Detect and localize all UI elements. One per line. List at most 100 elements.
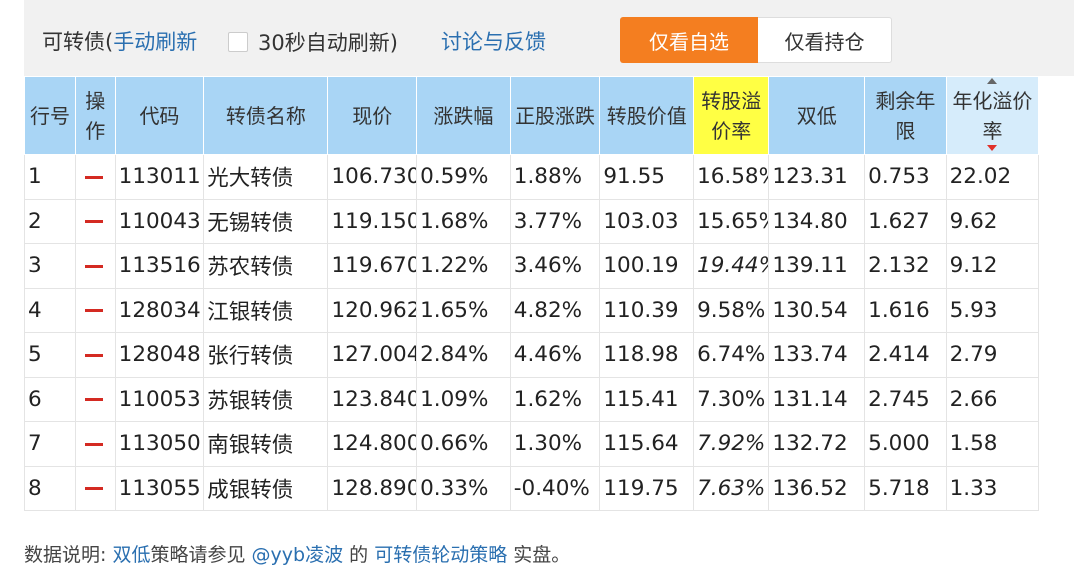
double-low: 131.14: [768, 376, 866, 422]
remove-button[interactable]: [74, 332, 116, 378]
remaining-years: 5.000: [864, 421, 947, 467]
remove-button[interactable]: [74, 376, 116, 422]
double-low: 123.31: [768, 154, 866, 200]
annualized-premium: 22.02: [945, 154, 1040, 200]
header-filler: [1039, 77, 1074, 155]
minus-icon: [84, 220, 103, 224]
bond-name[interactable]: 江银转债: [203, 287, 329, 333]
row-filler: [1039, 155, 1074, 200]
double-low: 136.52: [768, 465, 866, 511]
bond-name[interactable]: 张行转债: [203, 332, 329, 378]
header-cell[interactable]: 涨跌幅: [416, 76, 511, 155]
header-cell-highlighted[interactable]: 转股溢价率: [693, 76, 770, 155]
remove-button[interactable]: [74, 421, 116, 467]
row-number: 5: [24, 332, 76, 378]
bond-name[interactable]: 苏银转债: [203, 376, 329, 422]
row-filler: [1039, 199, 1074, 244]
table-row[interactable]: 2 110043无锡转债119.1501.68%3.77%103.0315.65%…: [24, 198, 1074, 244]
remaining-years: 5.718: [864, 465, 947, 511]
conversion-value: 118.98: [599, 332, 695, 378]
auto-refresh-label: 30秒自动刷新): [258, 31, 398, 55]
remove-button[interactable]: [74, 243, 116, 289]
bond-code-link[interactable]: 110043: [114, 198, 205, 244]
stock-change-pct: 1.88%: [509, 154, 601, 200]
header-label: 代码: [139, 103, 180, 128]
bond-name[interactable]: 南银转债: [203, 421, 329, 467]
remaining-years: 1.616: [864, 287, 947, 333]
header-cell[interactable]: 转股价值: [599, 76, 695, 155]
header-cell-sorted[interactable]: 年化溢价率: [945, 76, 1040, 155]
conversion-premium: 7.63%: [693, 465, 770, 511]
header-label: 行号: [29, 103, 70, 128]
table-row[interactable]: 7 113050 南银转债 124.800 0.66% 1.30% 115.64 7.92% 1…: [24, 421, 1074, 467]
header-cell[interactable]: 代码: [114, 76, 205, 155]
bond-code-link[interactable]: 128048: [114, 332, 205, 378]
row-filler: [1039, 244, 1074, 289]
feedback-link[interactable]: 讨论与反馈: [441, 30, 546, 54]
table-row[interactable]: 3 113516苏农转债119.6701.22%3.46%100.1919.44%…: [24, 243, 1074, 289]
bond-code-link[interactable]: 128034: [114, 287, 205, 333]
row-filler: [1039, 333, 1074, 378]
note-text: 策略请参见: [150, 544, 246, 566]
change-pct: 2.84%: [416, 332, 511, 378]
header-row: 行号 操作 代码 转债名称 现价 涨跌幅 正股涨跌 转股价值 转股溢价率 双低 …: [24, 76, 1074, 155]
bond-code-link[interactable]: 113055: [114, 465, 205, 511]
header-label: 操作: [85, 88, 106, 143]
annualized-premium: 2.66: [945, 376, 1040, 422]
remove-button[interactable]: [74, 287, 116, 333]
header-cell[interactable]: 正股涨跌: [509, 76, 601, 155]
bond-name[interactable]: 成银转债: [203, 465, 329, 511]
stock-change-pct: 3.46%: [509, 243, 601, 289]
header-cell[interactable]: 操作: [74, 76, 116, 155]
annualized-premium: 9.62: [945, 198, 1040, 244]
header-label: 涨跌幅: [433, 103, 494, 128]
annualized-premium: 1.33: [945, 465, 1040, 511]
bond-code-link[interactable]: 113050: [114, 421, 205, 467]
header-label: 剩余年限: [875, 88, 936, 143]
stock-change-pct: 3.77%: [509, 198, 601, 244]
header-label: 年化溢价率: [952, 88, 1033, 143]
manual-refresh-link[interactable]: 手动刷新: [113, 30, 198, 54]
toolbar: 可转债(手动刷新 30秒自动刷新) 讨论与反馈 仅看自选 仅看持仓: [24, 0, 1074, 76]
bond-code-link[interactable]: 110053: [114, 376, 205, 422]
price: 106.730: [327, 154, 418, 200]
conversion-premium: 15.65%: [693, 198, 770, 244]
auto-refresh-checkbox[interactable]: [228, 32, 248, 52]
minus-icon: [84, 398, 103, 402]
bond-name[interactable]: 无锡转债: [203, 198, 329, 244]
bond-code-link[interactable]: 113516: [114, 243, 205, 289]
remove-button[interactable]: [74, 465, 116, 511]
remove-button[interactable]: [74, 154, 116, 200]
holdings-only-button[interactable]: 仅看持仓: [758, 17, 892, 63]
strategy-link[interactable]: 可转债轮动策略: [374, 544, 508, 566]
minus-icon: [84, 175, 103, 179]
table-row[interactable]: 4 128034 江银转债 120.962 1.65% 4.82% 110.39 9.58% 1…: [24, 287, 1074, 333]
row-number: 6: [24, 376, 76, 422]
price: 119.670: [327, 243, 418, 289]
stock-change-pct: 1.62%: [509, 376, 601, 422]
auto-refresh-toggle[interactable]: 30秒自动刷新): [228, 27, 398, 57]
row-number: 1: [24, 154, 76, 200]
double-low-link[interactable]: 双低: [112, 544, 151, 566]
minus-icon: [84, 353, 103, 357]
header-cell[interactable]: 转债名称: [203, 76, 329, 155]
remove-button[interactable]: [74, 198, 116, 244]
bond-code-link[interactable]: 113011: [114, 154, 205, 200]
table-row[interactable]: 1 113011光大转债106.7300.59%1.88%91.5516.58%1…: [24, 154, 1074, 200]
header-cell[interactable]: 现价: [327, 76, 418, 155]
title-prefix: 可转债(: [42, 30, 114, 54]
header-cell[interactable]: 双低: [768, 76, 866, 155]
minus-icon: [84, 309, 103, 313]
minus-icon: [84, 264, 103, 268]
watchlist-only-button[interactable]: 仅看自选: [620, 17, 758, 63]
table-row[interactable]: 5 128048 张行转债 127.004 2.84% 4.46% 118.98 6.74% 1…: [24, 332, 1074, 378]
author-link[interactable]: @yyb凌波: [251, 544, 344, 566]
bond-name[interactable]: 苏农转债: [203, 243, 329, 289]
bond-name[interactable]: 光大转债: [203, 154, 329, 200]
note-text: 的: [349, 544, 369, 566]
double-low: 134.80: [768, 198, 866, 244]
table-row[interactable]: 8 113055 成银转债 128.890 0.33% -0.40% 119.75 7.63%…: [24, 465, 1074, 511]
header-cell[interactable]: 剩余年限: [864, 76, 947, 155]
header-cell[interactable]: 行号: [24, 76, 76, 155]
table-row[interactable]: 6 110053 苏银转债 123.840 1.09% 1.62% 115.41 7.30% 1…: [24, 376, 1074, 422]
